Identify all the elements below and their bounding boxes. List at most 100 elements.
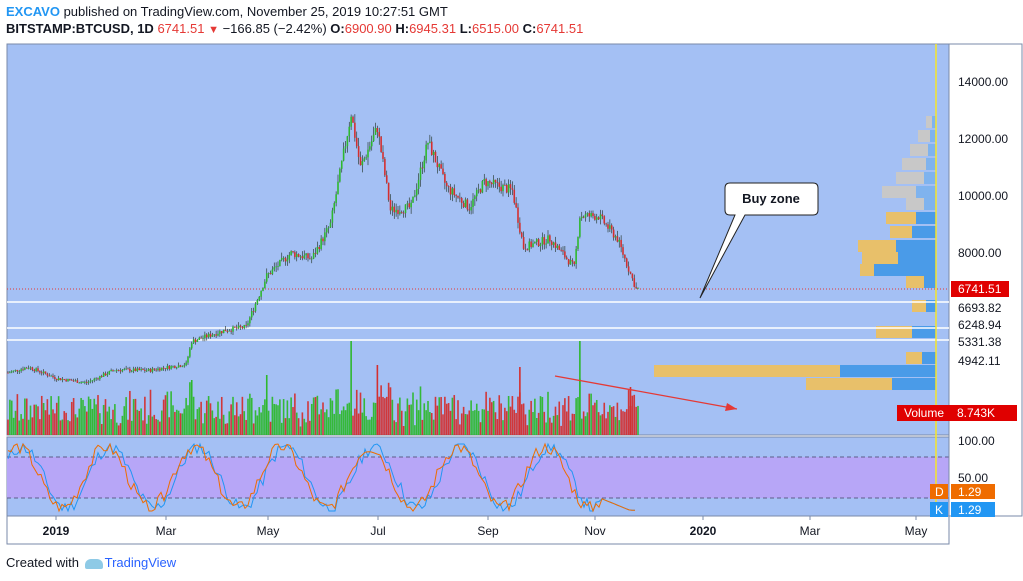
candle-body — [46, 373, 49, 376]
volume-bar — [157, 419, 159, 435]
volume-bar — [260, 412, 262, 435]
volume-bar — [301, 412, 304, 435]
time-tick: May — [905, 524, 928, 538]
volume-bar — [335, 389, 337, 435]
volume-bar — [387, 382, 390, 435]
volume-bar — [577, 397, 579, 435]
candle-body — [230, 330, 232, 332]
volume-profile-row — [840, 365, 936, 377]
candle-body — [522, 237, 525, 249]
volume-bar — [472, 410, 474, 435]
volume-bar — [618, 420, 621, 435]
candle-body — [35, 368, 37, 372]
candle-body — [507, 184, 510, 193]
brand-link[interactable]: TradingView — [104, 555, 177, 570]
volume-bar — [160, 410, 163, 435]
candle-body — [509, 184, 512, 189]
candle-body — [610, 225, 613, 230]
volume-bar — [359, 392, 362, 435]
volume-bar — [357, 413, 360, 435]
volume-bar — [447, 403, 450, 435]
candle-body — [222, 329, 225, 334]
candle-body — [614, 236, 617, 238]
volume-bar — [483, 409, 486, 435]
candle-body — [579, 218, 581, 237]
candle-body — [365, 157, 367, 159]
volume-bar — [579, 341, 581, 435]
volume-profile-row — [906, 352, 922, 364]
volume-bar — [97, 395, 99, 435]
candle-body — [590, 213, 592, 217]
candle-body — [76, 380, 79, 383]
volume-bar — [350, 341, 352, 435]
volume-bar — [442, 414, 444, 435]
stoch-k-value: 1.29 — [958, 503, 982, 517]
trend-arrow-line — [554, 375, 738, 410]
candle-body — [260, 290, 262, 297]
volume-bar — [342, 406, 345, 435]
volume-bar — [121, 415, 124, 435]
candle-body — [12, 370, 15, 372]
candle-body — [505, 184, 508, 193]
volume-bar — [355, 389, 358, 435]
volume-bar — [631, 395, 634, 435]
volume-bar — [477, 410, 480, 435]
candle-body — [449, 186, 452, 195]
candle-body — [196, 339, 199, 343]
candle-body — [460, 198, 463, 203]
candle-body — [440, 164, 442, 169]
candle-body — [119, 370, 122, 372]
volume-bar — [258, 407, 261, 435]
price-label: 4942.11 — [958, 354, 1001, 368]
author-name[interactable]: EXCAVO — [6, 4, 60, 19]
candle-body — [502, 184, 504, 192]
price-scale[interactable] — [948, 43, 1023, 517]
candle-body — [136, 368, 139, 372]
volume-bar — [460, 413, 463, 435]
candle-body — [425, 144, 427, 161]
volume-bar — [519, 367, 521, 435]
volume-bar — [275, 404, 277, 435]
candle-body — [241, 326, 244, 329]
published-text: published on TradingView.com, November 2… — [63, 4, 448, 19]
candle-body — [108, 371, 111, 375]
candle-body — [406, 203, 409, 205]
candle-body — [599, 214, 602, 220]
volume-bar — [35, 404, 37, 435]
volume-bar — [445, 403, 448, 435]
candle-body — [588, 213, 591, 217]
candle-body — [228, 330, 231, 332]
volume-bar — [61, 419, 64, 435]
candle-body — [532, 243, 534, 247]
candle-body — [562, 250, 564, 252]
candle-body — [190, 343, 193, 349]
tradingview-logo-icon — [84, 558, 103, 569]
price-tick: 8000.00 — [958, 246, 1002, 260]
volume-value-box — [951, 405, 1017, 421]
candle-body — [564, 251, 566, 258]
candle-body — [577, 236, 579, 249]
volume-bar — [541, 397, 544, 435]
volume-bar — [504, 407, 506, 435]
volume-bar — [367, 419, 369, 435]
time-scale[interactable] — [6, 515, 950, 545]
volume-bar — [54, 413, 56, 435]
buy-zone-callout[interactable] — [699, 182, 819, 299]
price-label-box — [951, 353, 1009, 369]
volume-bar — [526, 425, 529, 435]
candle-body — [571, 260, 574, 262]
volume-bar — [39, 419, 41, 435]
candle-body — [114, 370, 116, 372]
candle-body — [316, 247, 319, 254]
publish-line: EXCAVO published on TradingView.com, Nov… — [6, 4, 448, 19]
high-value: 6945.31 — [409, 21, 457, 36]
candle-body — [526, 249, 529, 251]
volume-bar — [211, 410, 214, 435]
stochastic-band — [7, 457, 949, 498]
candle-body — [423, 160, 426, 169]
volume-bar — [69, 421, 71, 435]
down-arrow-icon: ▼ — [208, 24, 219, 36]
close-value: 6741.51 — [536, 21, 584, 36]
candle-body — [279, 259, 281, 267]
